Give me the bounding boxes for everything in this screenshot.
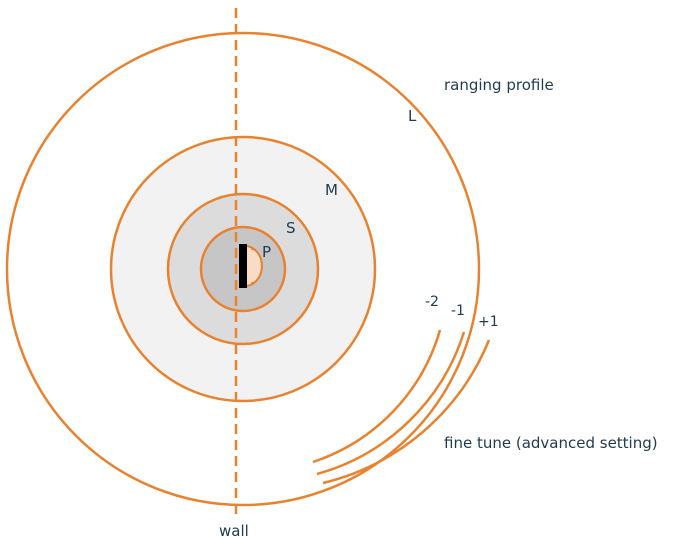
tune-minus2-label: -2 bbox=[425, 294, 439, 310]
ranging-profile-label: ranging profile bbox=[444, 76, 554, 94]
fine-tune-arc-minus1 bbox=[316, 331, 466, 476]
fine-tune-label: fine tune (advanced setting) bbox=[444, 434, 658, 452]
ring-P-label: P bbox=[262, 243, 271, 261]
fine-tune-arc-minus2 bbox=[312, 329, 442, 464]
tune-minus1-label: -1 bbox=[451, 303, 465, 319]
fine-tune-arc-plus1 bbox=[322, 339, 491, 485]
tune-plus1-label: +1 bbox=[478, 314, 499, 330]
ring-M-label: M bbox=[325, 181, 338, 199]
sensor-icon bbox=[239, 244, 263, 288]
ring-S-label: S bbox=[286, 219, 296, 237]
ring-L-label: L bbox=[408, 107, 417, 125]
fine-tune-arcs bbox=[312, 329, 491, 485]
wall-label: wall bbox=[219, 522, 249, 540]
